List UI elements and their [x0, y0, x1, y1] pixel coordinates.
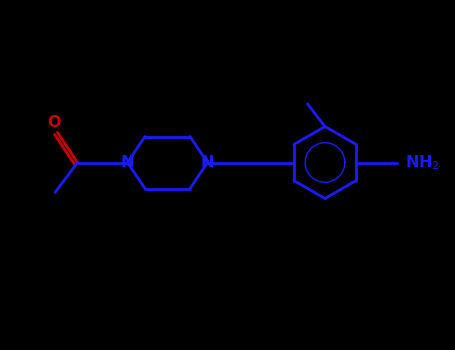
Text: NH$_2$: NH$_2$: [405, 153, 440, 172]
Text: N: N: [121, 155, 134, 170]
Text: O: O: [47, 115, 61, 130]
Text: N: N: [201, 155, 214, 170]
